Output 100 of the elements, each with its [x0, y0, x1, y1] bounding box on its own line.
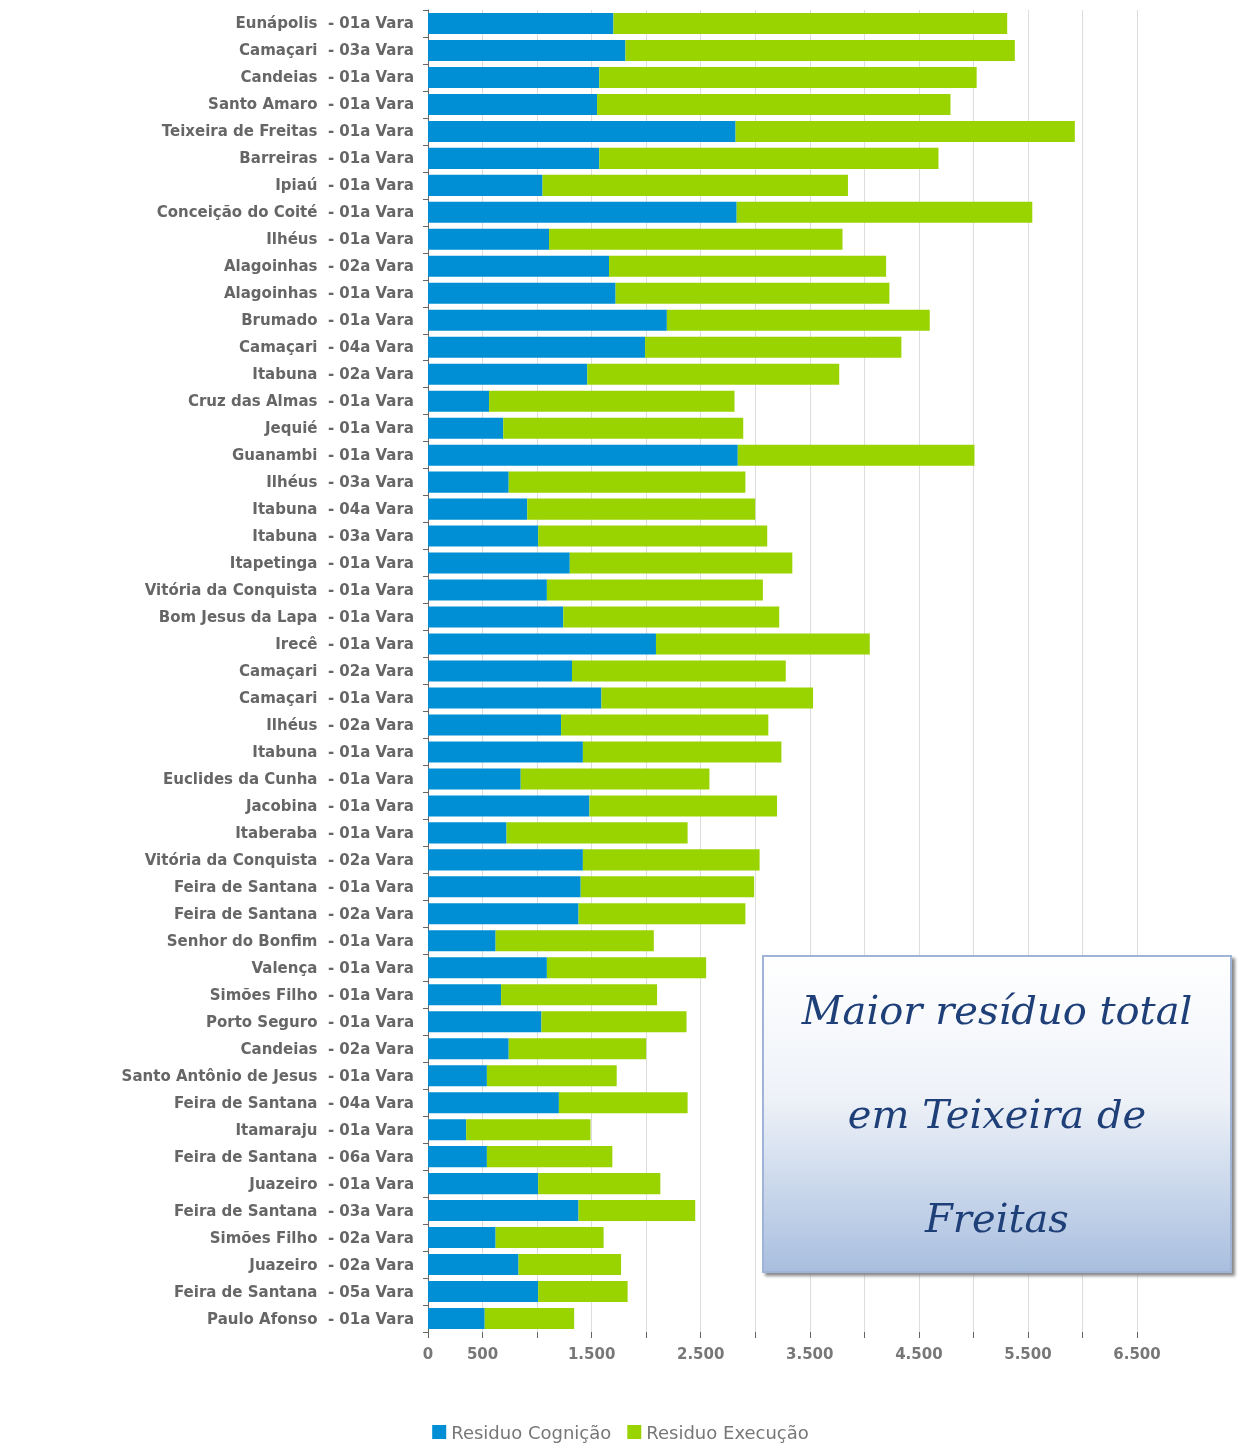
y-tick-label: Juazeiro - 02a Vara [248, 1255, 414, 1274]
y-tick-label: Senhor do Bonfim - 01a Vara [166, 931, 414, 950]
bar [613, 12, 1008, 35]
y-tick-label: Itabuna - 01a Vara [252, 742, 414, 761]
bar [428, 417, 504, 439]
y-tick-label: Vitória da Conquista - 02a Vara [144, 850, 414, 869]
bar [518, 1254, 622, 1276]
bar [558, 1092, 688, 1114]
bar [428, 336, 646, 358]
y-tick-label: Camaçari - 04a Vara [239, 338, 414, 357]
bar [495, 1227, 604, 1249]
bar [503, 417, 744, 439]
y-tick-label: Guanambi - 01a Vara [232, 446, 414, 465]
bar [428, 1065, 487, 1087]
y-tick-label: Camaçari - 03a Vara [239, 41, 414, 60]
bar [578, 1200, 696, 1222]
bar [428, 1227, 496, 1249]
bar [428, 147, 600, 169]
bar [538, 525, 768, 547]
y-tick-label: Juazeiro - 01a Vara [248, 1174, 414, 1193]
y-tick-label: Itabuna - 02a Vara [252, 365, 414, 384]
bar [428, 795, 590, 817]
y-tick-label: Barreiras - 01a Vara [239, 149, 414, 168]
bar [428, 120, 736, 142]
y-tick-label: Simões Filho - 02a Vara [209, 1228, 414, 1247]
bar [563, 606, 780, 628]
y-tick-label: Feira de Santana - 03a Vara [173, 1201, 414, 1220]
bar [428, 93, 598, 115]
bar [428, 1146, 487, 1168]
bar [428, 606, 564, 628]
bar [495, 930, 654, 952]
bar [428, 768, 521, 790]
bar [582, 849, 760, 871]
y-tick-label: Cruz das Almas - 01a Vara [187, 392, 414, 411]
x-tick-label: 6.500 [1113, 1344, 1161, 1363]
bar [546, 579, 763, 601]
y-tick-label: Feira de Santana - 01a Vara [173, 877, 414, 896]
bar [428, 741, 583, 763]
bar [538, 1281, 628, 1303]
bar [428, 876, 581, 898]
bar [428, 1038, 509, 1060]
bar [428, 525, 539, 547]
y-tick-label: Alagoinhas - 02a Vara [223, 257, 414, 276]
y-tick-label: Paulo Afonso - 01a Vara [207, 1309, 414, 1328]
bar [428, 1011, 542, 1033]
y-tick-label: Camaçari - 01a Vara [239, 688, 414, 707]
bar [587, 363, 840, 385]
bar [571, 660, 786, 682]
bar [428, 687, 602, 709]
y-tick-label: Bom Jesus da Lapa - 01a Vara [158, 608, 414, 627]
bar [428, 363, 588, 385]
y-tick-label: Feira de Santana - 04a Vara [173, 1093, 414, 1112]
y-tick-label: Ilhéus - 03a Vara [266, 473, 414, 492]
x-tick-label: 1.500 [567, 1344, 616, 1363]
y-tick-label: Itamaraju - 01a Vara [235, 1120, 414, 1139]
bar [428, 957, 547, 979]
bar [428, 39, 626, 61]
y-tick-label: Vitória da Conquista - 01a Vara [144, 581, 414, 600]
y-tick-label: Itapetinga - 01a Vara [229, 554, 414, 573]
bar [428, 309, 667, 331]
bar [428, 1200, 579, 1222]
bar [609, 255, 887, 277]
bar [569, 552, 793, 574]
y-tick-label: Itabuna - 03a Vara [252, 527, 414, 546]
bar [520, 768, 710, 790]
bar [428, 1281, 539, 1303]
y-tick-label: Camaçari - 02a Vara [239, 662, 414, 680]
bar [428, 660, 572, 682]
bar [645, 336, 902, 358]
bar [428, 12, 614, 35]
bar [580, 876, 755, 898]
y-tick-label: Santo Amaro - 01a Vara [208, 95, 414, 114]
bar [428, 633, 656, 655]
x-tick-label: 500 [466, 1344, 499, 1363]
bar [541, 1011, 687, 1033]
y-tick-label: Euclides da Cunha - 01a Vara [163, 769, 414, 788]
x-tick-label: 4.500 [895, 1344, 943, 1363]
bar [506, 822, 688, 844]
bar [597, 93, 951, 115]
bar [428, 444, 738, 466]
y-tick-label: Candeias - 01a Vara [240, 68, 414, 87]
bar [428, 201, 737, 223]
bar [428, 552, 570, 574]
y-tick-label: Valença - 01a Vara [251, 958, 414, 977]
bar [599, 66, 977, 88]
bar [615, 282, 890, 304]
bar [428, 984, 502, 1006]
bar [428, 66, 600, 88]
bar [484, 1307, 575, 1330]
bar [428, 849, 583, 871]
bar [428, 255, 610, 277]
x-tick-label: 2.500 [676, 1344, 725, 1363]
bar [428, 1173, 539, 1195]
bar [527, 498, 756, 520]
bar [486, 1065, 617, 1087]
bar [735, 120, 1075, 142]
bar [486, 1146, 613, 1168]
bar [508, 471, 746, 493]
legend-label: Residuo Execução [646, 1421, 809, 1443]
bar [508, 1038, 647, 1060]
